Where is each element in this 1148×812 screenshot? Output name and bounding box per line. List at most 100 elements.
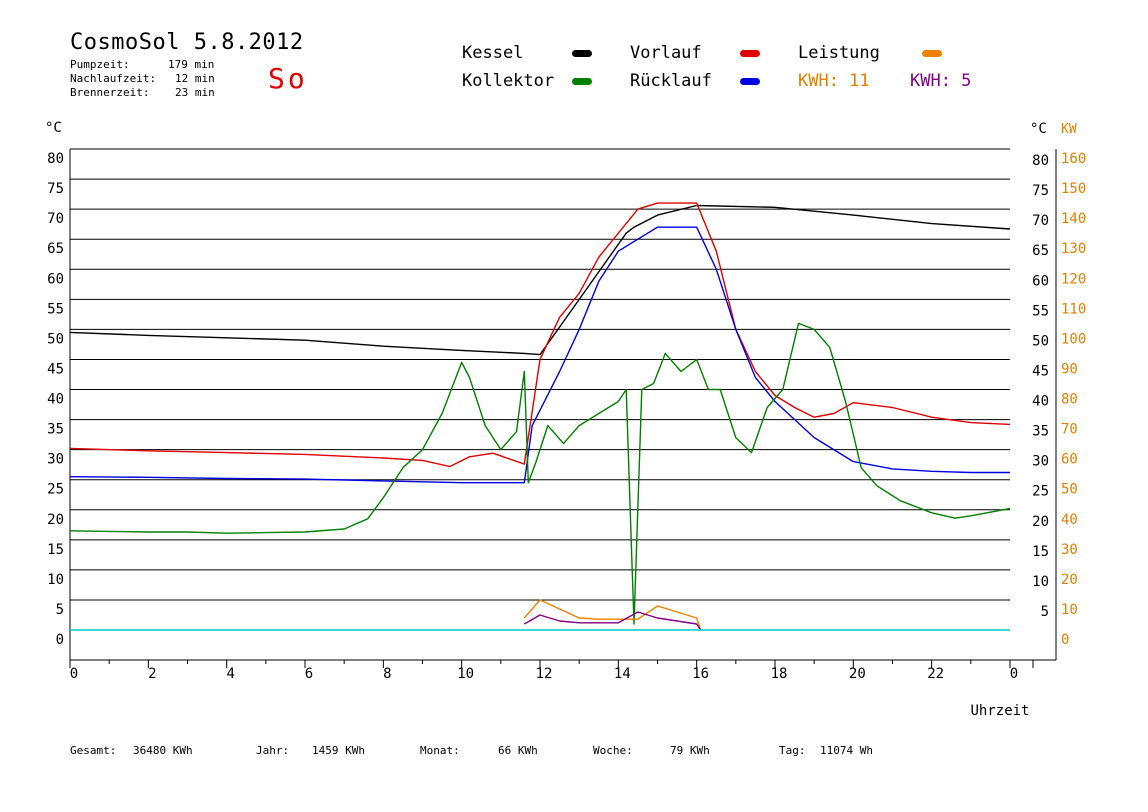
footer-gesamt-label: Gesamt: <box>70 744 117 757</box>
info-brennerzeit-label: Brennerzeit: <box>70 86 150 99</box>
y-tick-left-20: 20 <box>47 512 64 528</box>
y-tick-kw-10: 10 <box>1061 602 1078 618</box>
y-tick-kw-90: 90 <box>1061 361 1078 377</box>
legend-vorlauf-label: Vorlauf <box>630 43 702 63</box>
y-tick-kw-120: 120 <box>1061 271 1086 287</box>
series-kessel <box>69 204 1011 356</box>
y-tick-right-20: 20 <box>1032 514 1049 530</box>
y-tick-right-60: 60 <box>1032 273 1049 289</box>
y-tick-right-70: 70 <box>1032 213 1049 229</box>
y-tick-left-70: 70 <box>47 211 64 227</box>
series-rücklauf <box>69 226 1010 484</box>
x-tick-label-5: 10 <box>457 666 474 682</box>
y-tick-left-75: 75 <box>47 181 64 197</box>
y-tick-kw-130: 130 <box>1061 241 1086 257</box>
series-leistung <box>523 599 702 631</box>
y-tick-right-5: 5 <box>1041 604 1049 620</box>
y-tick-kw-160: 160 <box>1061 151 1086 167</box>
y-tick-kw-100: 100 <box>1061 331 1086 347</box>
y-tick-left-50: 50 <box>47 331 64 347</box>
y-tick-right-10: 10 <box>1032 574 1049 590</box>
y-tick-kw-150: 150 <box>1061 181 1086 197</box>
kwh-orange-label: KWH: 11 <box>798 71 870 91</box>
legend-kollektor-label: Kollektor <box>462 71 555 91</box>
y-tick-right-50: 50 <box>1032 333 1049 349</box>
y-tick-left-25: 25 <box>47 482 64 498</box>
x-tick-label-8: 16 <box>692 666 709 682</box>
x-tick-label-0: 0 <box>70 666 78 682</box>
grid-lines <box>70 148 1010 601</box>
x-tick-label-3: 6 <box>305 666 313 682</box>
x-tick-label-2: 4 <box>226 666 234 682</box>
footer-jahr-value: 1459 KWh <box>312 744 365 757</box>
weekday-label: So <box>268 62 308 95</box>
x-tick-label-10: 20 <box>849 666 866 682</box>
y-tick-right-40: 40 <box>1032 394 1049 410</box>
footer-tag-label: Tag: <box>779 744 806 757</box>
info-nachlaufzeit-label: Nachlaufzeit: <box>70 72 157 85</box>
footer-monat-value: 66 KWh <box>498 744 538 757</box>
y-tick-right-55: 55 <box>1032 303 1049 319</box>
x-tick-label-6: 12 <box>536 666 553 682</box>
info-nachlaufzeit-value: 12 min <box>175 72 215 85</box>
y-tick-left-5: 5 <box>56 602 64 618</box>
series-lines <box>69 202 1011 631</box>
y-tick-right-65: 65 <box>1032 243 1049 259</box>
info-brennerzeit-value: 23 min <box>175 86 215 99</box>
series-kollektor <box>69 322 1011 625</box>
y-unit-left: °C <box>45 120 62 136</box>
axis-labels: 0510152025303540455055606570758051015202… <box>45 120 1086 719</box>
y-tick-right-80: 80 <box>1032 153 1049 169</box>
y-tick-right-30: 30 <box>1032 454 1049 470</box>
y-unit-right: °C <box>1030 121 1047 137</box>
legend-ruecklauf-label: Rücklauf <box>630 71 712 91</box>
y-tick-kw-0: 0 <box>1061 632 1069 648</box>
y-tick-left-35: 35 <box>47 422 64 438</box>
series-vorlauf <box>69 202 1011 468</box>
y-tick-right-45: 45 <box>1032 363 1049 379</box>
y-tick-right-15: 15 <box>1032 544 1049 560</box>
x-tick-label-4: 8 <box>383 666 391 682</box>
legend-vorlauf-swatch <box>740 50 760 57</box>
legend-kessel-label: Kessel <box>462 43 524 63</box>
y-tick-left-0: 0 <box>56 632 64 648</box>
legend-ruecklauf-swatch <box>740 78 760 85</box>
y-tick-kw-110: 110 <box>1061 301 1086 317</box>
y-tick-left-65: 65 <box>47 241 64 257</box>
x-tick-label-9: 18 <box>771 666 788 682</box>
y-unit-kw: KW <box>1061 122 1077 137</box>
x-tick-label-12: 0 <box>1010 666 1018 682</box>
x-tick-label-11: 22 <box>927 666 944 682</box>
chart-title: CosmoSol 5.8.2012 <box>70 30 304 55</box>
footer-woche-value: 79 KWh <box>670 744 710 757</box>
kwh-purple-label: KWH: 5 <box>910 71 972 91</box>
y-tick-left-15: 15 <box>47 542 64 558</box>
axes <box>69 149 1057 668</box>
y-tick-kw-140: 140 <box>1061 211 1086 227</box>
x-axis-label: Uhrzeit <box>970 703 1029 719</box>
legend-leistung-swatch <box>922 50 942 57</box>
y-tick-right-35: 35 <box>1032 424 1049 440</box>
x-tick-label-1: 2 <box>148 666 156 682</box>
y-tick-left-30: 30 <box>47 452 64 468</box>
y-tick-left-55: 55 <box>47 301 64 317</box>
y-tick-kw-30: 30 <box>1061 542 1078 558</box>
y-tick-kw-60: 60 <box>1061 452 1078 468</box>
x-tick-label-7: 14 <box>614 666 631 682</box>
footer-jahr-label: Jahr: <box>256 744 290 757</box>
series-unnamed-5 <box>523 611 702 631</box>
y-tick-left-40: 40 <box>47 392 64 408</box>
y-tick-right-25: 25 <box>1032 484 1049 500</box>
y-tick-kw-50: 50 <box>1061 482 1078 498</box>
legend-leistung-label: Leistung <box>798 43 880 63</box>
y-tick-right-75: 75 <box>1032 183 1049 199</box>
y-tick-kw-70: 70 <box>1061 422 1078 438</box>
y-tick-kw-20: 20 <box>1061 572 1078 588</box>
y-tick-left-10: 10 <box>47 572 64 588</box>
y-tick-kw-80: 80 <box>1061 392 1078 408</box>
info-pumpzeit-value: 179 min <box>168 58 215 71</box>
y-tick-left-45: 45 <box>47 361 64 377</box>
footer-gesamt-value: 36480 KWh <box>133 744 193 757</box>
footer-tag-value: 11074 Wh <box>820 744 873 757</box>
